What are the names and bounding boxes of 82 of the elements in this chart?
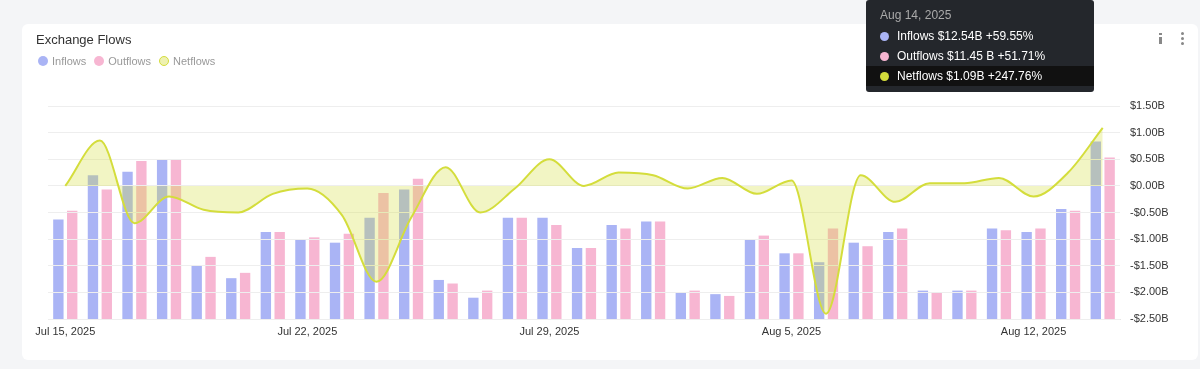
bar <box>170 159 182 319</box>
bar <box>883 232 894 319</box>
bar <box>447 283 458 319</box>
y-tick-label: $1.00B <box>1130 125 1165 138</box>
bar <box>779 253 790 319</box>
x-tick-label: Jul 15, 2025 <box>35 324 96 337</box>
bar <box>744 239 756 319</box>
legend-label: Netflows <box>173 55 216 67</box>
bar <box>551 224 562 319</box>
bar <box>433 279 444 319</box>
bar <box>1069 210 1081 319</box>
bar <box>675 292 687 319</box>
bar <box>537 217 548 319</box>
bar <box>606 224 617 319</box>
bar <box>793 253 804 319</box>
bar <box>53 219 64 319</box>
text: Outflows $11.45 B +51.71% <box>897 49 1046 63</box>
bar <box>101 189 112 319</box>
bar <box>156 159 168 319</box>
bar <box>917 290 929 319</box>
bar <box>862 246 873 319</box>
bar <box>468 297 479 319</box>
bar <box>848 242 859 319</box>
bar <box>378 192 389 319</box>
bar <box>931 292 942 319</box>
bar <box>343 233 355 319</box>
bar <box>896 228 908 319</box>
bar <box>1021 232 1032 319</box>
bar <box>966 290 977 319</box>
bar <box>67 210 78 319</box>
y-tick-label: $0.00B <box>1130 178 1165 191</box>
bar <box>710 294 721 319</box>
bar <box>585 248 597 319</box>
bar <box>260 232 272 319</box>
bar <box>122 171 133 319</box>
bar <box>87 175 99 319</box>
text: Aug 14, 2025 <box>879 7 953 24</box>
bar <box>274 232 285 319</box>
bar <box>191 265 202 319</box>
x-tick-label: Aug 5, 2025 <box>761 324 822 337</box>
text: Inflows $12.54B +59.55% <box>897 29 1034 43</box>
y-tick-label: -$2.50B <box>1130 312 1169 325</box>
bar <box>398 189 410 319</box>
bar <box>239 272 251 319</box>
bar <box>1056 208 1067 319</box>
x-tick-label: Jul 22, 2025 <box>277 324 338 337</box>
x-tick-label: Aug 12, 2025 <box>1000 324 1067 337</box>
bar <box>136 161 147 319</box>
bar <box>758 235 770 319</box>
bar <box>309 237 320 319</box>
bar <box>1000 230 1012 319</box>
y-tick-label: -$0.50B <box>1130 205 1169 218</box>
legend-label: Inflows <box>52 55 87 67</box>
y-tick-label: -$1.50B <box>1130 258 1169 271</box>
bar <box>481 290 493 319</box>
bar <box>364 217 375 319</box>
legend-label: Outflows <box>108 55 152 67</box>
bar <box>952 290 963 319</box>
bar <box>1035 228 1046 319</box>
bar <box>986 228 998 319</box>
bar <box>641 221 652 319</box>
bar <box>654 221 666 319</box>
bar <box>226 278 237 319</box>
y-tick-label: -$1.00B <box>1130 232 1169 245</box>
bar <box>516 217 527 319</box>
x-tick-label: Jul 29, 2025 <box>519 324 580 337</box>
bar <box>412 178 424 319</box>
bar <box>205 256 216 319</box>
bar <box>1090 141 1101 319</box>
y-tick-label: $1.50B <box>1130 99 1165 112</box>
bar <box>1104 157 1115 319</box>
y-tick-label: -$2.00B <box>1130 285 1169 298</box>
bar <box>689 290 700 319</box>
bar <box>295 239 306 319</box>
bar <box>724 295 735 319</box>
bar <box>329 242 341 319</box>
bar <box>571 248 583 319</box>
y-tick-label: $0.50B <box>1130 152 1165 165</box>
text: Netflows $1.09B +247.76% <box>897 69 1043 83</box>
bar <box>620 228 631 319</box>
chart-title: Exchange Flows <box>36 32 132 47</box>
bar <box>502 217 514 319</box>
